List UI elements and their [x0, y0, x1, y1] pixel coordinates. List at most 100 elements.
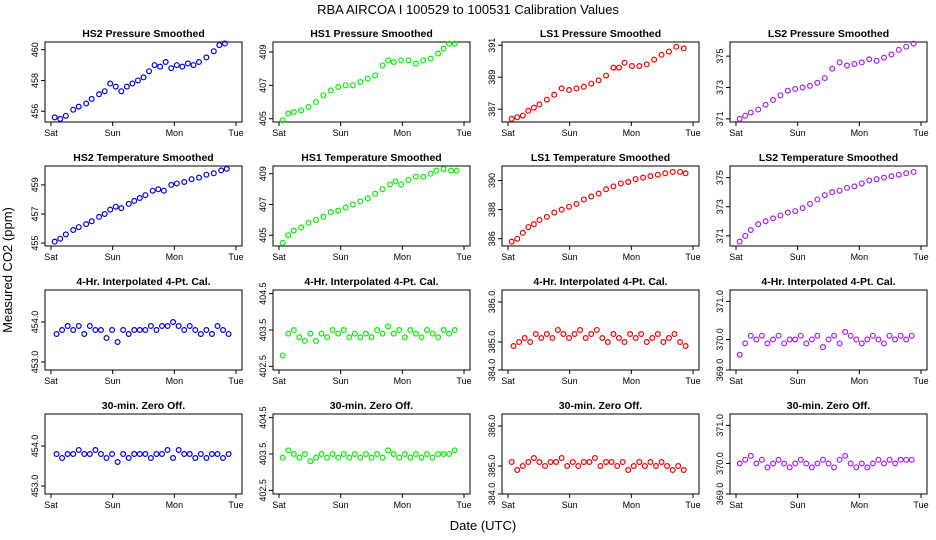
data-point: [610, 183, 617, 190]
data-point: [279, 352, 286, 359]
data-point: [553, 459, 560, 466]
data-point: [155, 186, 162, 193]
data-point: [543, 96, 550, 103]
x-tick-label: Mon: [851, 376, 869, 386]
data-point: [525, 107, 532, 114]
data-point: [385, 57, 392, 64]
data-point: [196, 58, 203, 65]
y-tick-label: 453.0: [30, 351, 40, 374]
data-point: [514, 114, 521, 121]
data-point: [510, 343, 517, 350]
x-tick-label: Mon: [623, 252, 641, 262]
data-point: [412, 451, 419, 458]
data-point: [536, 101, 543, 108]
x-tick-label: Mon: [851, 252, 869, 262]
y-tick-label: 402.5: [258, 355, 268, 378]
data-point: [407, 454, 414, 461]
data-point: [420, 57, 427, 64]
data-point: [429, 330, 436, 337]
x-tick-label: Tue: [228, 128, 243, 138]
data-point: [218, 167, 225, 174]
y-tick-label: 405: [258, 228, 268, 243]
data-point: [131, 197, 138, 204]
data-point: [296, 334, 303, 341]
data-point: [131, 451, 138, 458]
data-point: [164, 447, 171, 454]
data-point: [781, 460, 788, 467]
panel-ls2-row3: 4-Hr. Interpolated 4-Pt. Cal. 369.0 370.0 3…: [715, 276, 929, 386]
data-point: [869, 332, 876, 339]
data-point: [536, 459, 543, 466]
panel-hs1-row1: HS1 Pressure Smoothed 405 407 409 Sat Sun Mon T…: [258, 28, 472, 138]
data-point: [671, 331, 678, 338]
data-point: [208, 331, 215, 338]
data-point: [385, 323, 392, 330]
panel-hs1-row3: 4-Hr. Interpolated 4-Pt. Cal. 402.5 403.5 4…: [258, 276, 472, 386]
data-point: [75, 447, 82, 454]
data-point: [88, 218, 95, 225]
data-point: [350, 82, 357, 89]
x-tick-label: Mon: [851, 500, 869, 510]
data-point: [197, 331, 204, 338]
x-tick-label: Sun: [333, 252, 349, 262]
data-point: [910, 40, 917, 47]
data-point: [446, 451, 453, 458]
data-point: [636, 62, 643, 69]
data-point: [62, 112, 69, 119]
data-point: [516, 339, 523, 346]
data-point: [747, 452, 754, 459]
data-point: [335, 454, 342, 461]
data-point: [886, 332, 893, 339]
data-point: [53, 451, 60, 458]
panel-ls2-row1: LS2 Pressure Smoothed 371 373 375 Sat Sun Mon T…: [715, 28, 929, 138]
x-tick-label: Tue: [456, 376, 471, 386]
data-point: [643, 339, 650, 346]
data-point: [786, 336, 793, 343]
data-point: [742, 456, 749, 463]
x-tick-label: Sun: [790, 500, 806, 510]
data-point: [647, 459, 654, 466]
y-tick-label: 391: [487, 38, 497, 53]
data-point: [75, 323, 82, 330]
data-point: [808, 336, 815, 343]
y-tick-label: 409: [258, 166, 268, 181]
plot-frame: [729, 289, 928, 371]
data-point: [290, 227, 297, 234]
data-point: [806, 82, 813, 89]
plot-frame: [501, 41, 700, 123]
data-point: [808, 464, 815, 471]
data-point: [636, 459, 643, 466]
data-point: [755, 106, 762, 113]
data-point: [396, 454, 403, 461]
data-point: [665, 48, 672, 55]
data-point: [125, 331, 132, 338]
panel-title: LS2 Pressure Smoothed: [768, 28, 889, 40]
data-point: [440, 327, 447, 334]
data-point: [762, 101, 769, 108]
data-point: [92, 327, 99, 334]
data-point: [307, 458, 314, 465]
data-point: [673, 43, 680, 50]
data-point: [357, 78, 364, 85]
data-point: [203, 171, 210, 178]
x-tick-label: Sun: [790, 128, 806, 138]
data-point: [814, 332, 821, 339]
data-point: [298, 107, 305, 114]
data-point: [875, 456, 882, 463]
data-point: [451, 327, 458, 334]
data-point: [758, 332, 765, 339]
data-point: [196, 174, 203, 181]
data-point: [736, 351, 743, 358]
data-point: [519, 112, 526, 119]
data-point: [401, 334, 408, 341]
data-point: [803, 340, 810, 347]
data-point: [216, 42, 223, 49]
data-point: [70, 327, 77, 334]
panel-title: 4-Hr. Interpolated 4-Pt. Cal.: [533, 276, 667, 288]
data-point: [638, 331, 645, 338]
x-tick-label: Mon: [623, 500, 641, 510]
data-point: [530, 104, 537, 111]
x-tick-label: Mon: [623, 128, 641, 138]
data-point: [777, 212, 784, 219]
data-point: [114, 339, 121, 346]
